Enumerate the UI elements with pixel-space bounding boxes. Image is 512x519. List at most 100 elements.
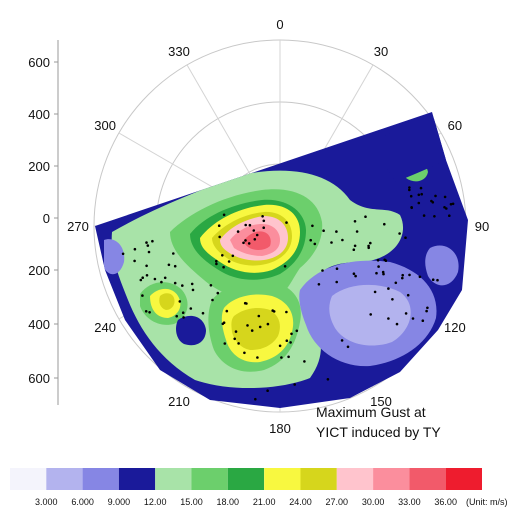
station-point [266, 389, 269, 393]
angle-tick-label: 0 [276, 17, 283, 32]
station-point [215, 259, 218, 263]
station-point [201, 311, 205, 315]
y-tick-label: 200 [28, 263, 50, 278]
station-point [448, 214, 451, 217]
station-point [391, 298, 394, 301]
y-tick-label: 200 [28, 159, 50, 174]
station-point [151, 239, 154, 243]
station-point [381, 270, 385, 274]
station-point [373, 290, 377, 294]
station-point [404, 312, 408, 315]
station-point [244, 223, 247, 227]
station-point [369, 241, 372, 245]
colorbar-swatch [118, 468, 156, 490]
station-point [409, 194, 413, 198]
station-point [387, 287, 390, 290]
station-point [408, 273, 411, 277]
station-point [191, 288, 195, 292]
station-point [398, 232, 401, 235]
station-point [141, 276, 144, 280]
station-point [175, 314, 178, 318]
contour-south-olive-lobe [231, 308, 280, 350]
station-point [139, 278, 143, 282]
station-point [367, 244, 370, 248]
colorbar-tick-label: 3.000 [35, 497, 58, 507]
station-point [278, 344, 282, 348]
angle-tick-label: 330 [168, 44, 190, 59]
station-point [244, 239, 247, 242]
angle-tick-label: 150 [370, 394, 392, 409]
station-point [182, 316, 185, 319]
station-point [404, 236, 407, 239]
station-point [335, 267, 339, 271]
contour-fill [95, 112, 468, 408]
station-point [418, 275, 422, 279]
station-point [141, 294, 144, 297]
station-point [353, 220, 357, 223]
station-point [436, 278, 439, 282]
colorbar-tick-label: 30.00 [362, 497, 385, 507]
station-point [290, 332, 293, 336]
contour-ne-dark-band [379, 118, 446, 182]
colorbar-swatch [445, 468, 482, 490]
caption-line-2: YICT induced by TY [316, 424, 441, 440]
station-point [153, 277, 157, 281]
y-tick-label: 0 [43, 211, 50, 226]
station-point [451, 202, 455, 206]
station-point [234, 330, 238, 333]
station-point [355, 230, 359, 233]
contour-right-blue-patch [425, 245, 459, 286]
station-point [258, 325, 262, 329]
station-point [257, 314, 261, 318]
angle-tick-label: 300 [94, 118, 116, 133]
colorbar-tick-label: 21.00 [253, 497, 276, 507]
colorbar-tick-label: 36.00 [434, 497, 457, 507]
colorbar-tick-label: 18.00 [217, 497, 240, 507]
station-point [387, 317, 390, 320]
station-point [353, 244, 357, 248]
station-point [401, 273, 405, 277]
station-point [189, 307, 193, 310]
station-point [322, 229, 325, 232]
station-points [121, 186, 455, 401]
station-point [261, 215, 264, 218]
station-point [262, 226, 266, 229]
colorbar-tick-label: 24.00 [289, 497, 312, 507]
station-point [346, 345, 350, 349]
station-point [395, 322, 399, 326]
station-point [419, 186, 423, 190]
station-point [133, 247, 137, 251]
station-point [216, 291, 220, 295]
station-point [326, 378, 330, 381]
station-point [250, 329, 254, 332]
station-point [231, 254, 235, 258]
station-point [394, 281, 398, 285]
station-point [163, 276, 167, 280]
station-point [148, 311, 151, 314]
station-point [227, 260, 231, 263]
station-point [433, 215, 436, 218]
colorbar-swatch [155, 468, 192, 490]
station-point [133, 259, 136, 263]
station-point [248, 223, 252, 227]
station-point [411, 317, 415, 320]
angle-tick-label: 210 [168, 394, 190, 409]
angle-tick-label: 30 [374, 44, 388, 59]
station-point [209, 284, 213, 287]
angle-tick-label: 60 [448, 118, 462, 133]
station-point [221, 254, 224, 257]
colorbar-swatch [336, 468, 374, 490]
colorbar-tick-label: 12.00 [144, 497, 167, 507]
station-point [252, 229, 256, 232]
y-tick-label: 400 [28, 317, 50, 332]
station-point [145, 264, 148, 268]
station-point [369, 313, 373, 316]
station-point [253, 238, 257, 241]
colorbar-swatch [409, 468, 446, 490]
colorbar-swatch [191, 468, 228, 490]
station-point [434, 194, 437, 198]
station-point [445, 207, 448, 210]
station-point [311, 224, 314, 228]
station-point [215, 262, 218, 266]
